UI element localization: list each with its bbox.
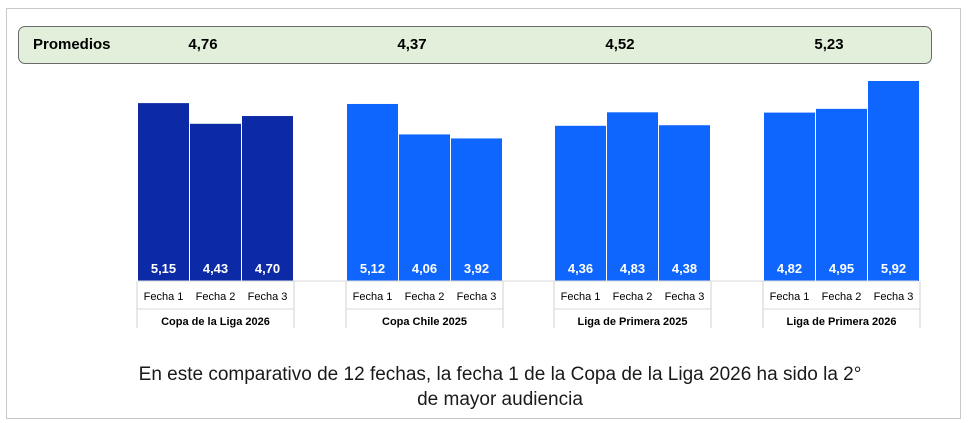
averages-label: Promedios [33,36,111,53]
tick-label-g4-fecha-3: Fecha 3 [874,291,914,303]
data-label-g2-fecha-1: 5,12 [360,261,385,276]
tick-label-g3-fecha-3: Fecha 3 [665,291,705,303]
average-liga-primera-2026: 5,23 [814,36,844,53]
data-label-g1-fecha-1: 5,15 [151,261,176,276]
bar-g2-fecha-1 [347,103,398,281]
tick-label-g3-fecha-1: Fecha 1 [561,291,601,303]
average-copa-liga-2026: 4,76 [188,36,218,53]
chart-caption: En este comparativo de 12 fechas, la fec… [100,362,900,412]
bar-g2-fecha-2 [399,134,450,281]
data-label-g4-fecha-3: 5,92 [881,261,906,276]
bar-g2-fecha-3 [451,138,502,281]
bar-g1-fecha-1 [138,103,189,282]
caption-line-2: de mayor audiencia [417,389,583,410]
data-label-g4-fecha-2: 4,95 [829,261,854,276]
data-label-g2-fecha-3: 3,92 [464,261,489,276]
tick-label-g2-fecha-1: Fecha 1 [353,291,393,303]
data-label-g1-fecha-2: 4,43 [203,261,228,276]
tick-label-g2-fecha-3: Fecha 3 [457,291,497,303]
data-label-g3-fecha-1: 4,36 [568,261,593,276]
averages-bar: Promedios 4,76 4,37 4,52 5,23 [18,26,932,64]
bar-g3-fecha-2 [607,112,658,281]
average-copa-chile-2025: 4,37 [397,36,427,53]
tick-label-g4-fecha-1: Fecha 1 [770,291,810,303]
bar-g1-fecha-2 [190,123,241,281]
bar-g3-fecha-1 [555,125,606,281]
average-liga-primera-2025: 4,52 [605,36,635,53]
tick-label-g1-fecha-1: Fecha 1 [144,291,184,303]
bar-g4-fecha-1 [764,112,815,282]
group-label-3: Liga de Primera 2025 [577,316,687,328]
data-label-g4-fecha-1: 4,82 [777,261,802,276]
data-label-g3-fecha-3: 4,38 [672,261,697,276]
group-label-4: Liga de Primera 2026 [786,316,896,328]
tick-label-g1-fecha-3: Fecha 3 [248,291,288,303]
tick-label-g3-fecha-2: Fecha 2 [613,291,653,303]
bar-g1-fecha-3 [242,116,293,281]
bar-g4-fecha-3 [868,81,919,281]
bar-g3-fecha-3 [659,125,710,281]
tick-label-g1-fecha-2: Fecha 2 [196,291,236,303]
data-label-g1-fecha-3: 4,70 [255,261,280,276]
data-label-g2-fecha-2: 4,06 [412,261,437,276]
bar-g4-fecha-2 [816,108,867,281]
data-label-g3-fecha-2: 4,83 [620,261,645,276]
group-label-2: Copa Chile 2025 [382,316,467,328]
caption-line-1: En este comparativo de 12 fechas, la fec… [138,364,862,385]
tick-label-g2-fecha-2: Fecha 2 [405,291,445,303]
group-label-1: Copa de la Liga 2026 [161,316,270,328]
tick-label-g4-fecha-2: Fecha 2 [822,291,862,303]
